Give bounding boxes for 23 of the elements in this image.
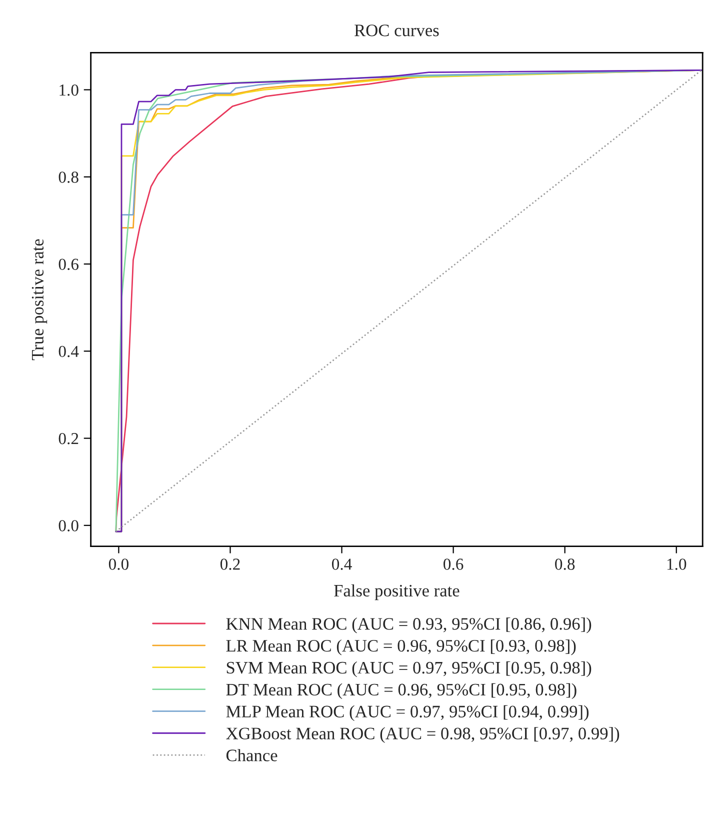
y-axis-title: True positive rate — [32, 239, 48, 360]
y-tick-label: 0.2 — [58, 432, 78, 444]
y-tick-label: 0.8 — [58, 172, 78, 183]
x-tick-label: 0.2 — [220, 558, 240, 570]
x-tick-label: 0.6 — [444, 558, 464, 570]
legend-label: LR Mean ROC (AUC = 0.96, 95%CI [0.93, 0.98]) — [226, 639, 576, 656]
chart-title: ROC curves — [354, 24, 439, 36]
legend-label: KNN Mean ROC (AUC = 0.93, 95%CI [0.86, 0.96]) — [226, 618, 592, 634]
y-tick-label: 1.0 — [60, 84, 78, 96]
legend-label: DT Mean ROC (AUC = 0.96, 95%CI [0.95, 0.98]) — [226, 683, 576, 700]
x-tick-label: 0.0 — [108, 558, 128, 570]
legend-label: Chance — [226, 749, 278, 762]
legend-label: MLP Mean ROC (AUC = 0.97, 95%CI [0.94, 0.99]) — [226, 705, 589, 721]
y-tick-label: 0.6 — [58, 258, 79, 270]
x-tick-label: 0.8 — [555, 558, 575, 570]
x-tick-label: 1.0 — [667, 558, 686, 570]
line-series — [115, 69, 702, 532]
y-tick-label: 0.4 — [58, 346, 79, 358]
y-tick-label: 0.0 — [58, 520, 78, 532]
legend-label: XGBoost Mean ROC (AUC = 0.98, 95%CI [0.97, 0.99]) — [226, 727, 620, 743]
x-tick-label: 0.4 — [332, 558, 352, 570]
x-axis-title: False positive rate — [334, 584, 460, 600]
legend-label: SVM Mean ROC (AUC = 0.97, 95%CI [0.95, 0.98]) — [226, 661, 592, 678]
